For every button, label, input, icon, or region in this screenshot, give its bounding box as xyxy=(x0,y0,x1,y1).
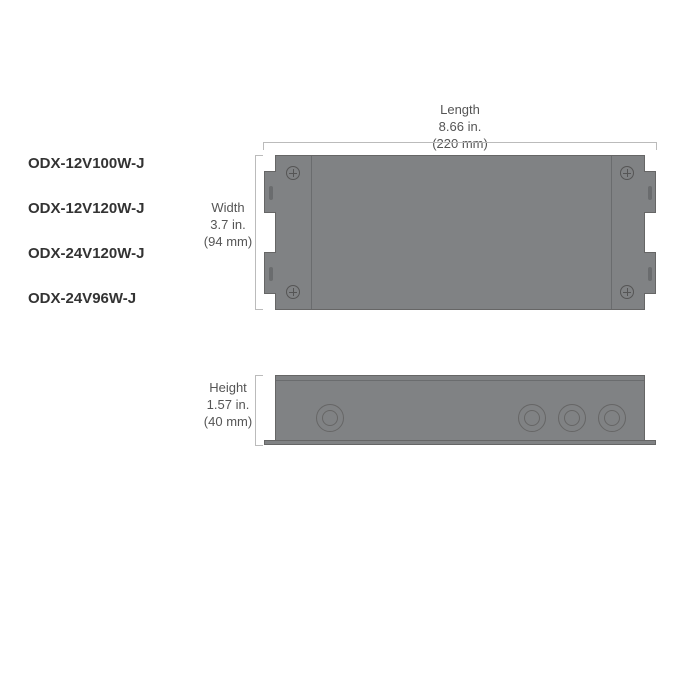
screw-icon xyxy=(286,285,300,299)
seam-line xyxy=(311,156,312,309)
width-value: 3.7 in. xyxy=(198,217,258,234)
screw-icon xyxy=(620,285,634,299)
mounting-tab xyxy=(264,171,276,213)
model-item: ODX-12V100W-J xyxy=(28,155,144,172)
model-item: ODX-24V96W-J xyxy=(28,290,144,307)
knockout-icon xyxy=(558,404,586,432)
height-label: Height 1.57 in. (40 mm) xyxy=(198,380,258,431)
model-item: ODX-12V120W-J xyxy=(28,200,144,217)
knockout-icon xyxy=(316,404,344,432)
mounting-tab xyxy=(644,252,656,294)
model-item: ODX-24V120W-J xyxy=(28,245,144,262)
height-title: Height xyxy=(198,380,258,397)
screw-icon xyxy=(286,166,300,180)
mounting-tab xyxy=(644,171,656,213)
mounting-slot xyxy=(269,186,273,200)
length-title: Length xyxy=(275,102,645,119)
diagram-container: ODX-12V100W-J ODX-12V120W-J ODX-24V120W-… xyxy=(0,0,700,700)
length-value: 8.66 in. xyxy=(275,119,645,136)
mounting-slot xyxy=(648,267,652,281)
mounting-slot xyxy=(269,267,273,281)
seam-line xyxy=(611,156,612,309)
knockout-icon xyxy=(598,404,626,432)
width-metric: (94 mm) xyxy=(198,234,258,251)
mounting-tab xyxy=(264,252,276,294)
mounting-slot xyxy=(648,186,652,200)
screw-icon xyxy=(620,166,634,180)
height-metric: (40 mm) xyxy=(198,414,258,431)
width-title: Width xyxy=(198,200,258,217)
height-bracket xyxy=(255,375,263,446)
length-bracket xyxy=(263,142,657,150)
top-view xyxy=(275,155,645,310)
knockout-icon xyxy=(518,404,546,432)
width-bracket xyxy=(255,155,263,310)
model-list: ODX-12V100W-J ODX-12V120W-J ODX-24V120W-… xyxy=(28,155,144,335)
side-view xyxy=(275,375,645,441)
base-flange xyxy=(264,440,656,445)
width-label: Width 3.7 in. (94 mm) xyxy=(198,200,258,251)
height-value: 1.57 in. xyxy=(198,397,258,414)
seam-line xyxy=(276,380,644,381)
